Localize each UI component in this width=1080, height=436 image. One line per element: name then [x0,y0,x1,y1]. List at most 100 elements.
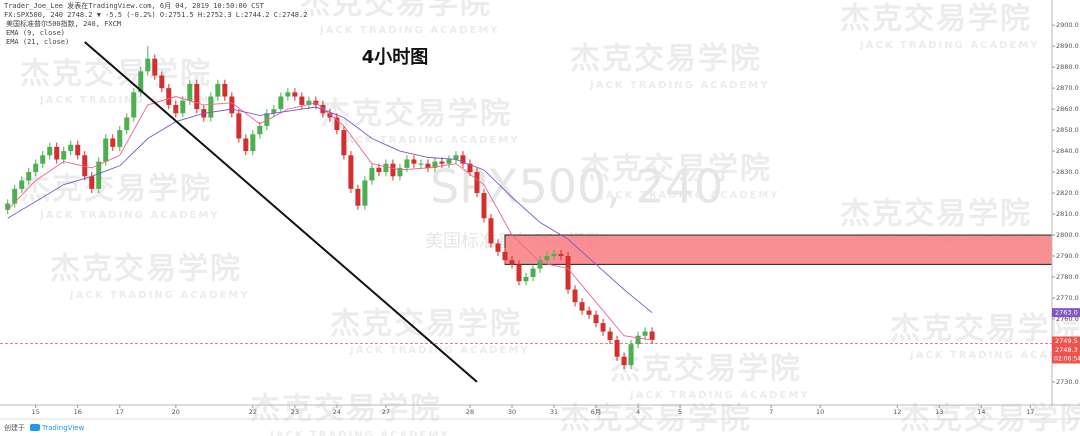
y-tick-label: 2810.0 [1056,210,1079,218]
candle-body [131,92,137,118]
x-tick-label: 14 [977,408,985,416]
price-label: 2763.0 [1055,309,1078,317]
x-tick-label: 15 [32,408,40,416]
y-tick-label: 2900.0 [1056,21,1079,29]
candle-body [124,117,130,131]
watermark-en: JACK TRADING ACADEMY [589,80,770,91]
candle-body [299,96,305,105]
candle-body [12,188,18,204]
ema-line [7,106,653,314]
candle-body [530,268,536,277]
x-tick-label: 23 [291,408,299,416]
watermarks: 杰克交易学院 JACK TRADING ACADEMY 杰克交易学院 JACK TRA… [20,0,1080,436]
price-label: 2748.3 [1055,346,1078,354]
y-tick-label: 2840.0 [1056,147,1079,155]
candle-body [348,155,354,189]
candle-body [33,163,39,173]
header-ohlc: FX:SPX500, 240 2748.2 ▼ -5.5 (-0.2%) O:2… [4,11,307,19]
candle-body [117,130,123,147]
candle-body [89,176,95,189]
candle-body [341,130,347,156]
y-tick-label: 2730.0 [1056,378,1079,386]
footer-brand[interactable]: TradingView [41,424,85,432]
ema-line [7,96,653,341]
candle-body [376,167,382,173]
x-tick-label: 5 [678,408,682,416]
candle-body [390,163,396,177]
x-tick-label: 4 [636,408,640,416]
y-tick-label: 2850.0 [1056,126,1079,134]
watermark-cn: 杰克交易学院 [320,97,512,132]
price-label-box [1052,345,1080,355]
watermark-cn: 杰克交易学院 [300,0,492,22]
candle-body [285,92,291,97]
candle-body [607,331,613,340]
candle-body [460,155,466,164]
symbol-name: 美国标准普尔500指数, 240, FXCM [6,19,121,28]
candle-body [187,83,193,101]
candle-body [369,167,375,181]
candle-body [537,260,543,269]
legend-entry: EMA (21, close) [6,38,69,46]
candle-body [628,344,634,366]
candle-body [362,180,368,206]
candle-body [229,96,235,114]
candle-body [600,323,606,332]
candle-body [166,88,172,105]
watermark-cn: 杰克交易学院 [580,152,772,187]
plot-area [0,41,1053,383]
candle-body [593,314,599,324]
candle-body [215,83,221,97]
watermark-cn: 杰克交易学院 [250,392,442,427]
watermark-en: JACK TRADING ACADEMY [39,210,220,221]
candle-body [467,163,473,173]
watermark-cn: 杰克交易学院 [610,352,802,387]
candle-body [264,113,270,126]
candle-body [355,188,361,206]
candle-body [75,144,81,156]
candle-body [446,159,452,164]
watermark-cn: 杰克交易学院 [20,57,212,92]
x-tick-label: 10 [816,408,824,416]
candle-body [138,71,144,93]
watermark-cn: 杰克交易学院 [840,197,1032,232]
x-tick-label: 12 [893,408,901,416]
candle-body [495,243,501,252]
candle-body [292,92,298,97]
price-label-box [1052,336,1080,346]
candle-body [68,144,74,152]
candle-body [152,58,158,76]
y-tick-label: 2780.0 [1056,273,1079,281]
watermark-en: JACK TRADING ACADEMY [269,430,450,436]
x-tick-label: 28 [466,408,474,416]
candle-body [110,138,116,147]
watermark-en: JACK TRADING ACADEMY [629,390,810,401]
trendline [84,41,478,383]
candle-body [208,96,214,118]
candle-body [306,100,312,105]
candle-body [159,75,165,89]
x-tick-label: 17 [116,408,124,416]
candle-body [404,159,410,168]
watermark-symbol: SPX500, 240 [430,160,723,214]
candle-body [502,251,508,261]
brand-logo [30,424,40,431]
candle-body [222,83,228,97]
candle-body [453,155,459,160]
candle-body [474,172,480,194]
candle-body [40,155,46,164]
candle-body [551,253,557,257]
x-tick-label: 7 [769,408,773,416]
candle-body [572,289,578,303]
candle-body [250,134,256,152]
candle-body [96,161,102,189]
candle-body [516,264,522,282]
candle-body [236,113,242,139]
candle-body [411,159,417,164]
watermark-cn: 杰克交易学院 [330,307,522,342]
candle-body [425,163,431,168]
watermark-en: JACK TRADING ACADEMY [319,25,500,36]
x-tick-label: 16 [74,408,82,416]
x-tick-label: 22 [249,408,257,416]
candle-body [481,193,487,219]
